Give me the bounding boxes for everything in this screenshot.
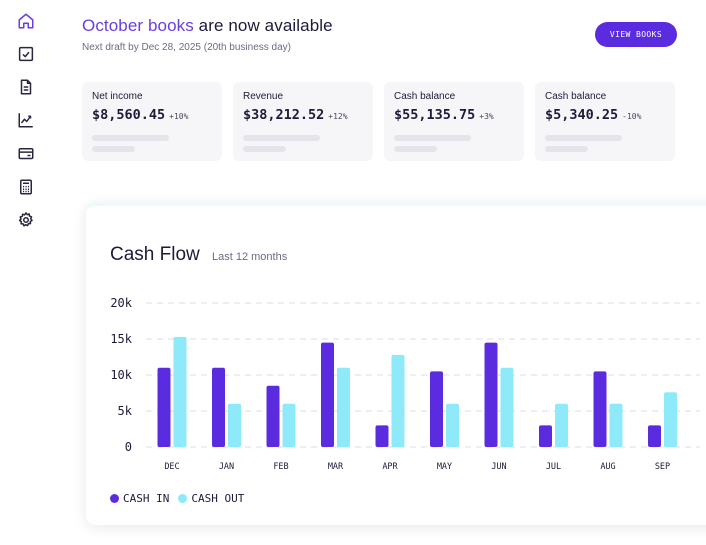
chart-subtitle: Last 12 months [212, 251, 288, 263]
gear-icon[interactable] [17, 211, 35, 229]
skeleton-line [243, 135, 320, 141]
kpi-value: $8,560.45 [92, 107, 166, 123]
y-tick-label: 10k [110, 368, 132, 382]
x-tick-label: SEP [655, 462, 670, 472]
x-tick-label: JUN [491, 462, 506, 472]
view-books-button[interactable]: VIEW BOOKS [595, 22, 677, 47]
skeleton-line [394, 146, 437, 152]
kpi-card-revenue[interactable]: Revenue $38,212.52 +12% [233, 82, 373, 161]
skeleton-line [243, 146, 286, 152]
kpi-delta: -10% [622, 112, 642, 121]
x-tick-label: APR [382, 462, 398, 472]
kpi-delta: +12% [328, 112, 348, 121]
bar-cash-in-may [430, 371, 443, 447]
x-tick-label: JAN [219, 462, 234, 472]
kpi-value: $5,340.25 [545, 107, 619, 123]
bar-cash-out-aug [609, 403, 623, 447]
cash-flow-chart: 20k 15k 10k 5k 0 DEC JAN FEB MAR APR MAY JUN JUL AUG S… [110, 296, 700, 472]
y-tick-label: 20k [110, 296, 132, 310]
bar-cash-out-jan [228, 403, 241, 447]
bar-cash-out-jun [500, 367, 514, 447]
x-tick-label: FEB [273, 462, 288, 472]
bar-layer [157, 336, 677, 447]
chart-title: Cash Flow [110, 244, 200, 265]
bar-cash-out-apr [391, 354, 405, 447]
kpi-card-cash-balance[interactable]: Cash balance $55,135.75 +3% [384, 82, 524, 161]
skeleton-line [92, 146, 135, 152]
bar-cash-in-aug [593, 371, 607, 447]
legend-item-cash-out[interactable]: CASH OUT [178, 492, 244, 505]
y-tick-label: 0 [125, 440, 132, 454]
kpi-card-cash-balance-2[interactable]: Cash balance $5,340.25 -10% [535, 82, 675, 161]
trending-chart-icon[interactable] [17, 111, 35, 129]
page-title-accent: October books [82, 16, 194, 35]
bar-cash-in-apr [375, 425, 389, 447]
kpi-value: $38,212.52 [243, 107, 325, 123]
x-tick-label: AUG [600, 462, 615, 472]
cash-flow-card: Cash Flow Last 12 months 20k 15k 10k 5k 0 DEC… [86, 203, 706, 525]
legend-label: CASH IN [123, 492, 170, 505]
home-icon[interactable] [17, 12, 35, 30]
kpi-delta: +3% [479, 112, 494, 121]
skeleton-line [92, 135, 169, 141]
bar-cash-out-feb [282, 403, 296, 447]
bar-cash-in-sep [648, 425, 661, 447]
legend-label: CASH OUT [191, 492, 245, 505]
x-tick-label: MAR [328, 462, 344, 472]
bar-cash-in-dec [157, 367, 171, 447]
kpi-label: Cash balance [394, 91, 456, 102]
document-icon[interactable] [17, 78, 35, 96]
bar-cash-out-jul [555, 403, 568, 447]
label-layer: 20k 15k 10k 5k 0 DEC JAN FEB MAR APR MAY JUN JUL AUG S… [110, 296, 670, 472]
x-tick-label: JUL [546, 462, 561, 472]
credit-card-icon[interactable] [17, 145, 35, 163]
page-subtitle: Next draft by Dec 28, 2025 (20th busines… [82, 42, 292, 53]
checkbox-icon[interactable] [17, 45, 35, 63]
kpi-label: Cash balance [545, 91, 607, 102]
sidebar [0, 0, 52, 545]
page-title: October books are now available [82, 16, 333, 36]
kpi-card-net-income[interactable]: Net income $8,560.45 +10% [82, 82, 222, 161]
skeleton-line [545, 146, 588, 152]
bar-cash-out-mar [337, 367, 350, 447]
x-tick-label: MAY [437, 462, 452, 472]
y-tick-label: 15k [110, 332, 132, 346]
skeleton-line [545, 135, 622, 141]
bar-cash-in-jan [212, 367, 225, 447]
legend-item-cash-in[interactable]: CASH IN [110, 492, 169, 505]
y-tick-label: 5k [118, 404, 133, 418]
bar-cash-in-feb [266, 385, 280, 447]
bar-cash-out-sep [664, 392, 677, 447]
legend-swatch-cash-in [110, 494, 119, 503]
kpi-label: Net income [92, 91, 143, 102]
skeleton-line [394, 135, 471, 141]
kpi-label: Revenue [243, 91, 284, 102]
legend-swatch-cash-out [178, 494, 188, 503]
kpi-delta: +10% [169, 112, 189, 121]
page-title-rest: are now available [193, 16, 333, 35]
bar-cash-out-dec [173, 336, 187, 447]
bar-cash-out-may [446, 403, 459, 447]
kpi-value: $55,135.75 [394, 107, 476, 123]
bar-cash-in-jun [484, 342, 498, 447]
bar-cash-in-mar [321, 342, 334, 447]
x-tick-label: DEC [164, 462, 179, 472]
chart-legend: CASH IN CASH OUT [110, 492, 253, 505]
bar-cash-in-jul [539, 425, 552, 447]
calculator-icon[interactable] [17, 178, 35, 196]
